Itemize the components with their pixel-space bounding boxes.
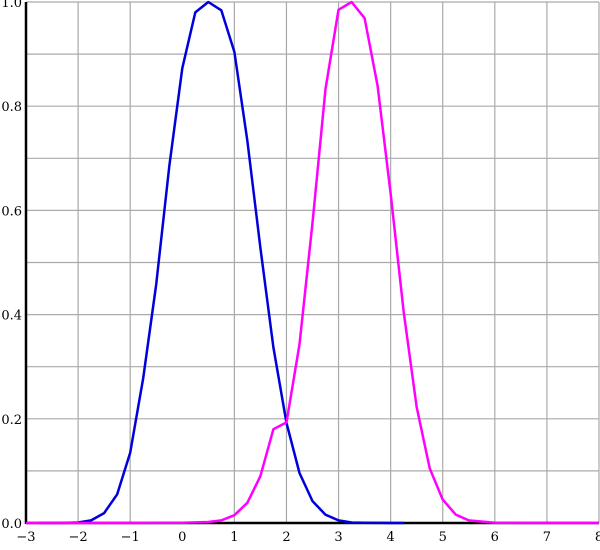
x-tick-label: −3 <box>16 530 35 545</box>
x-tick-label: 6 <box>491 530 499 545</box>
series-lines <box>26 0 599 525</box>
x-tick-label: 5 <box>439 530 447 545</box>
y-tick-label: 1.0 <box>1 0 22 11</box>
y-tick-label: 0.2 <box>1 413 22 428</box>
y-tick-label: 0.8 <box>1 100 22 115</box>
grid <box>25 1 600 523</box>
series-line-1 <box>39 0 404 525</box>
x-tick-label: 4 <box>386 530 394 545</box>
y-tick-label: 0.6 <box>1 204 22 219</box>
series-line-2 <box>26 0 599 525</box>
x-tick-label: 0 <box>178 530 186 545</box>
x-tick-label: 7 <box>543 530 551 545</box>
x-tick-label: −2 <box>69 530 88 545</box>
y-tick-label: 0.4 <box>1 309 22 324</box>
x-tick-label: 1 <box>230 530 238 545</box>
x-tick-label: 2 <box>282 530 290 545</box>
x-tick-label: 8 <box>595 530 600 545</box>
y-tick-label: 0.0 <box>1 517 22 532</box>
x-tick-label: −1 <box>121 530 140 545</box>
x-tick-label: 3 <box>334 530 342 545</box>
